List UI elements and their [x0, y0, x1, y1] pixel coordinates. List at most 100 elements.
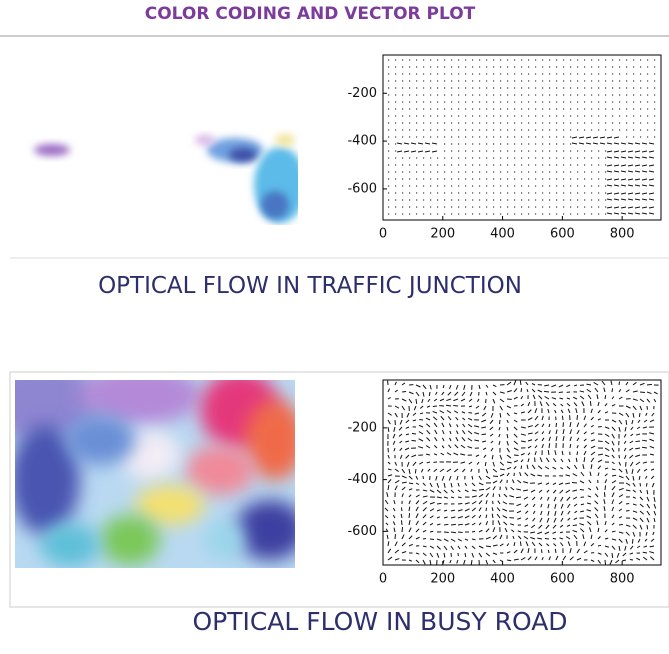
vector-arrow — [619, 420, 622, 424]
vector-arrow — [517, 480, 521, 483]
vector-arrow — [584, 439, 586, 441]
vector-arrow — [531, 525, 535, 528]
vector-arrow — [647, 504, 650, 508]
x-tick-label: 600 — [550, 572, 575, 587]
vector-arrow — [650, 420, 654, 422]
vector-arrow — [554, 518, 556, 522]
vector-arrow — [430, 516, 433, 518]
vector-arrow — [521, 558, 525, 560]
vector-arrow — [436, 476, 437, 480]
vector-arrow — [521, 434, 526, 435]
vector-arrow — [499, 420, 500, 424]
vector-arrow — [465, 483, 467, 486]
vector-arrow — [532, 389, 535, 392]
vector-arrow — [456, 417, 458, 420]
vector-arrow — [619, 524, 623, 525]
vector-arrow — [479, 476, 481, 480]
vector-arrow — [600, 143, 605, 144]
vector-arrow — [482, 434, 486, 435]
vector-arrow — [521, 466, 522, 469]
vector-arrow — [621, 165, 626, 166]
vector-arrow — [645, 476, 647, 479]
vector-arrow — [542, 557, 543, 560]
vector-arrow — [649, 151, 654, 152]
vector-arrow — [635, 455, 640, 457]
vector-field — [385, 380, 659, 564]
vector-arrow — [622, 560, 626, 561]
vector-arrow — [395, 390, 398, 392]
x-tick-label: 400 — [490, 227, 515, 242]
vector-arrow — [437, 510, 441, 511]
vector-arrow — [423, 530, 426, 532]
vector-arrow — [406, 434, 409, 435]
vector-arrow — [649, 207, 654, 208]
vector-arrow — [416, 501, 419, 504]
vector-arrow — [583, 464, 584, 469]
vector-arrow — [409, 483, 413, 484]
vector-arrow — [633, 476, 634, 481]
vector-arrow — [533, 395, 535, 399]
vector-arrow — [505, 528, 507, 532]
vector-arrow — [435, 437, 437, 441]
vector-arrow — [651, 469, 654, 470]
figure-title: COLOR CODING AND VECTOR PLOT — [145, 4, 476, 24]
vector-arrow — [563, 436, 564, 441]
vector-arrow — [545, 532, 549, 534]
plot-frame — [383, 380, 661, 565]
vector-arrow — [444, 497, 448, 498]
vector-arrow — [652, 413, 654, 416]
vector-arrow — [554, 544, 556, 546]
vector-arrow — [465, 524, 469, 525]
vector-arrow — [514, 388, 517, 392]
vector-arrow — [561, 404, 563, 406]
vector-arrow — [521, 441, 526, 442]
vector-arrow — [614, 193, 619, 194]
vector-arrow — [492, 514, 493, 518]
vector-arrow — [393, 434, 395, 438]
vector-arrow — [559, 398, 563, 399]
vector-arrow — [642, 447, 647, 448]
y-tick-label: -600 — [347, 181, 377, 196]
vector-arrow — [407, 462, 409, 467]
vector-arrow — [406, 427, 409, 428]
vector-arrow — [486, 515, 487, 518]
vector-arrow — [426, 418, 430, 420]
vector-arrow — [647, 497, 649, 501]
vector-arrow — [479, 489, 484, 490]
vector-arrow — [643, 552, 647, 553]
vector-arrow — [458, 497, 462, 498]
vector-arrow — [537, 532, 542, 534]
vector-arrow — [619, 476, 623, 478]
vector-arrow — [407, 413, 409, 417]
vector-arrow — [621, 199, 626, 200]
vector-arrow — [450, 438, 451, 441]
vector-arrow — [500, 535, 502, 539]
vector-arrow — [479, 523, 481, 525]
vector-arrow — [547, 518, 549, 523]
vector-arrow — [628, 207, 633, 208]
vector-arrow — [605, 546, 609, 547]
vector-arrow — [393, 508, 395, 511]
vector-arrow — [538, 466, 542, 469]
vector-arrow — [639, 476, 640, 480]
vector-arrow — [630, 553, 633, 554]
vector-arrow — [503, 502, 507, 504]
vector-arrow — [532, 542, 535, 546]
vector-arrow — [533, 518, 535, 521]
vector-arrow — [590, 472, 591, 476]
vector-arrow — [497, 514, 500, 518]
vector-arrow — [416, 521, 419, 525]
vector-arrow — [434, 454, 437, 455]
vector-arrow — [621, 171, 626, 172]
vector-arrow — [570, 548, 571, 553]
vector-arrow — [556, 556, 558, 560]
vector-arrow — [628, 171, 633, 172]
vector-arrow — [619, 509, 622, 511]
vector-arrow — [385, 516, 388, 518]
vector-arrow — [644, 546, 647, 547]
vector-arrow — [442, 392, 444, 395]
vector-arrow — [573, 497, 577, 499]
vector-arrow — [561, 497, 563, 501]
vector-arrow — [561, 511, 563, 515]
